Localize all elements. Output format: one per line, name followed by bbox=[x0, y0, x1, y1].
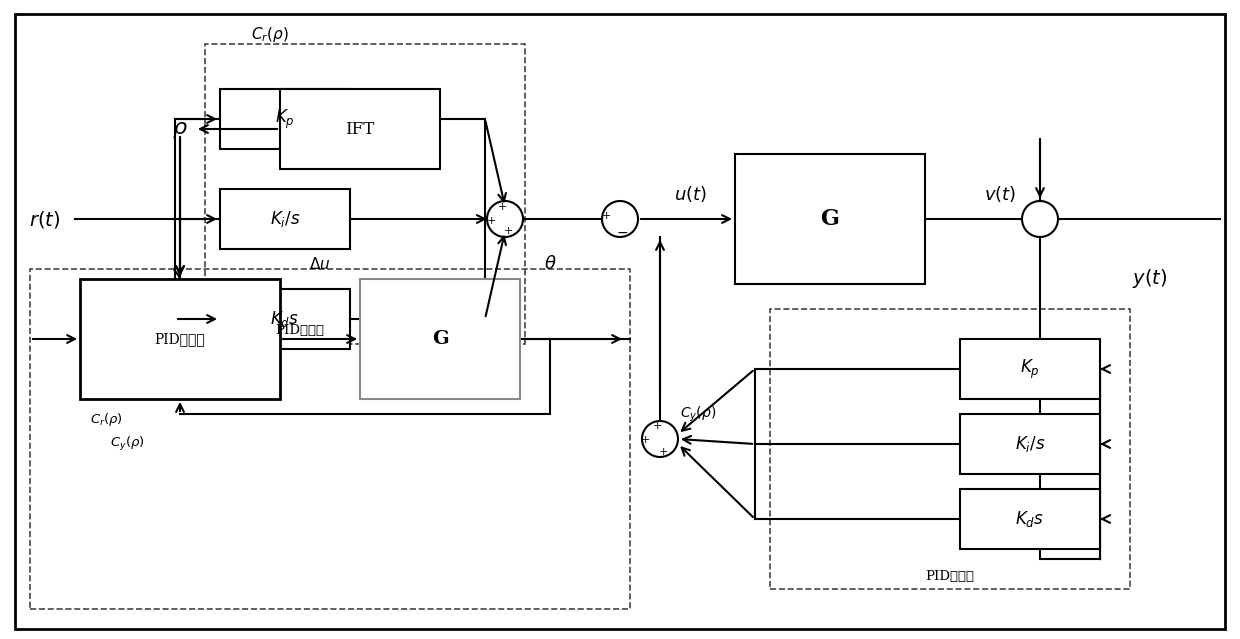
Text: $C_y(\rho)$: $C_y(\rho)$ bbox=[110, 435, 145, 453]
Bar bbox=[205, 44, 525, 344]
Text: $K_ds$: $K_ds$ bbox=[270, 309, 300, 329]
Text: $K_i/s$: $K_i/s$ bbox=[1014, 434, 1045, 454]
Bar bbox=[219, 89, 350, 149]
Circle shape bbox=[487, 201, 523, 237]
Text: PID控制器: PID控制器 bbox=[275, 325, 325, 337]
Text: G: G bbox=[432, 330, 449, 348]
Text: $C_r(\rho)$: $C_r(\rho)$ bbox=[91, 410, 123, 427]
Text: G: G bbox=[821, 208, 839, 230]
Bar bbox=[219, 289, 350, 349]
Bar bbox=[30, 269, 630, 609]
Bar bbox=[280, 89, 440, 169]
Bar bbox=[770, 309, 1130, 589]
Text: $C_r(\rho)$: $C_r(\rho)$ bbox=[252, 24, 289, 43]
Text: +: + bbox=[601, 211, 610, 221]
Text: $K_p$: $K_p$ bbox=[1021, 357, 1040, 381]
Text: $C_y(\rho)$: $C_y(\rho)$ bbox=[680, 404, 717, 424]
Text: +: + bbox=[652, 421, 662, 431]
Text: +: + bbox=[503, 226, 512, 236]
Bar bbox=[960, 414, 1100, 474]
Text: $K_i/s$: $K_i/s$ bbox=[270, 209, 300, 229]
Circle shape bbox=[601, 201, 639, 237]
Bar bbox=[960, 339, 1100, 399]
Bar bbox=[735, 154, 925, 284]
Text: $K_ds$: $K_ds$ bbox=[1016, 509, 1044, 529]
Text: +: + bbox=[658, 447, 667, 457]
Bar bbox=[960, 489, 1100, 549]
Bar bbox=[219, 189, 350, 249]
Text: $r(t)$: $r(t)$ bbox=[30, 208, 61, 229]
Text: PID控制器: PID控制器 bbox=[155, 332, 206, 346]
Text: PID控制器: PID控制器 bbox=[925, 571, 975, 583]
Circle shape bbox=[642, 421, 678, 457]
Text: IFT: IFT bbox=[346, 121, 374, 137]
Text: $\rho$: $\rho$ bbox=[172, 118, 188, 140]
Text: $K_p$: $K_p$ bbox=[275, 107, 295, 130]
Text: $y(t)$: $y(t)$ bbox=[1132, 268, 1168, 291]
Bar bbox=[360, 279, 520, 399]
Text: $\theta$: $\theta$ bbox=[543, 255, 557, 273]
Text: $u(t)$: $u(t)$ bbox=[673, 184, 707, 204]
Text: +: + bbox=[497, 202, 507, 212]
Text: $\Delta u$: $\Delta u$ bbox=[309, 256, 331, 272]
Bar bbox=[81, 279, 280, 399]
Text: +: + bbox=[486, 216, 496, 226]
Circle shape bbox=[1022, 201, 1058, 237]
Text: $v(t)$: $v(t)$ bbox=[983, 184, 1016, 204]
Text: −: − bbox=[616, 226, 627, 240]
Text: +: + bbox=[640, 435, 650, 445]
